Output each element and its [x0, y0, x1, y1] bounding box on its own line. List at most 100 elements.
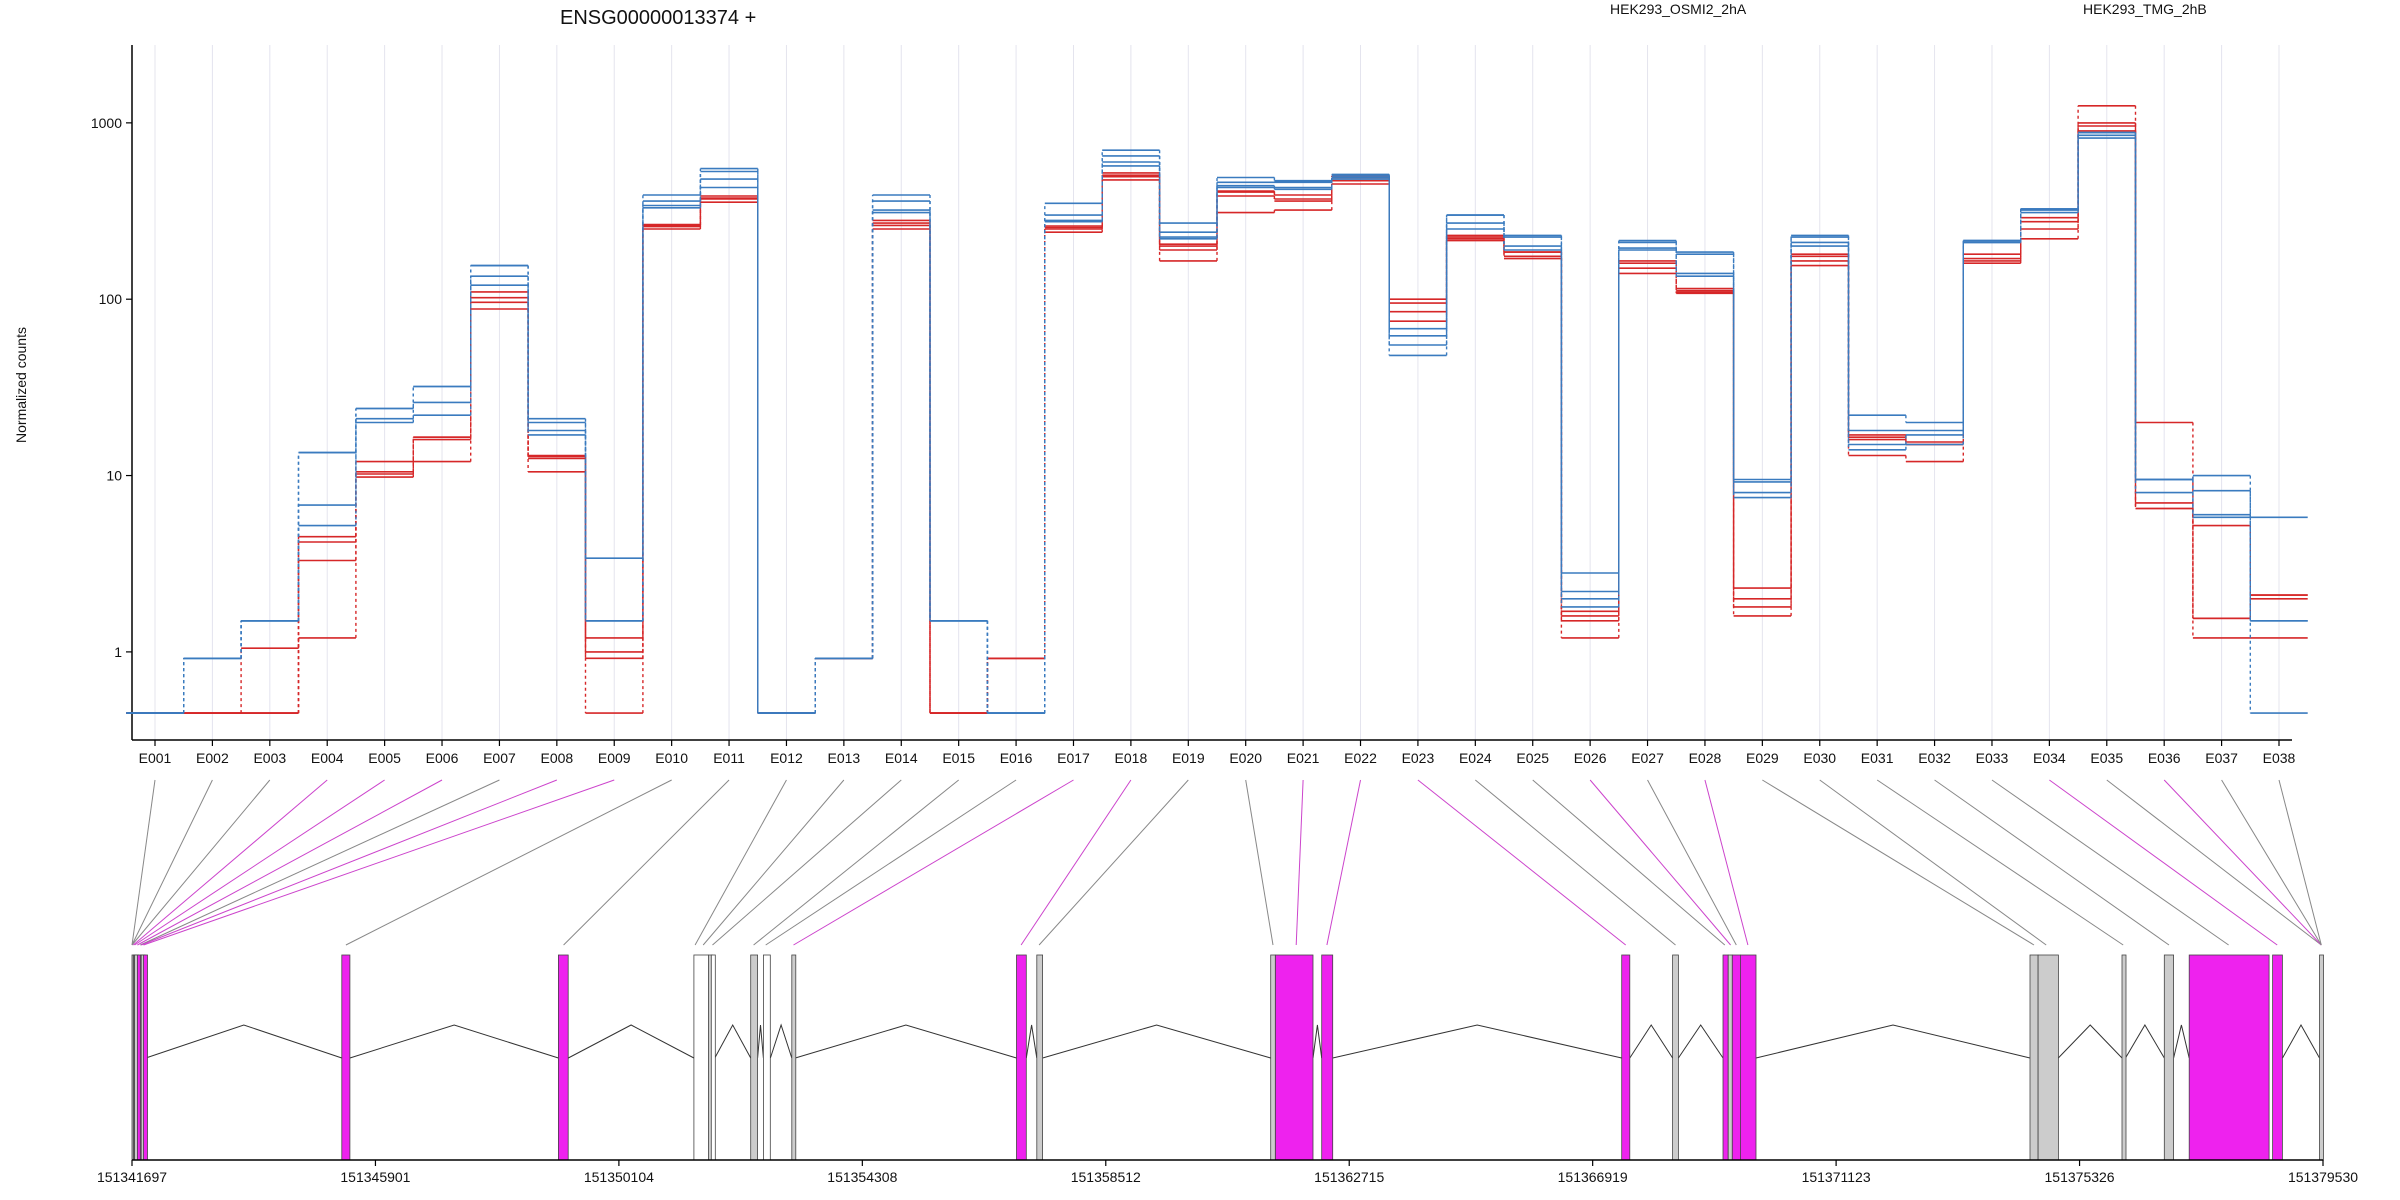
gene-exon	[791, 954, 797, 1161]
x-tick-label: E036	[2148, 750, 2181, 766]
x-tick-label: E026	[1574, 750, 1607, 766]
exon-connector	[1245, 779, 1274, 946]
coordinate-label: 151350104	[584, 1169, 654, 1185]
coordinate-label: 151341697	[97, 1169, 167, 1185]
x-tick-label: E008	[540, 750, 573, 766]
exon-connector	[1876, 779, 2124, 946]
exon-connector	[143, 779, 615, 946]
y-axis-label: Normalized counts	[13, 327, 29, 443]
intron-line	[1312, 1024, 1323, 1059]
exon-connector	[1475, 779, 1676, 946]
x-tick-label: E022	[1344, 750, 1377, 766]
x-tick-label: E024	[1459, 750, 1492, 766]
x-tick-label: E018	[1115, 750, 1148, 766]
intron-line	[795, 1024, 1017, 1059]
gene-exon	[1621, 954, 1631, 1161]
intron-line	[1677, 1024, 1724, 1059]
exon-connector	[753, 779, 959, 946]
exon-connector	[694, 779, 787, 946]
genomic-coordinate-axis: 151341697 151345901 151350104 151354308 1513…	[97, 1159, 2358, 1185]
x-tick-label: E028	[1689, 750, 1722, 766]
gene-exon	[558, 954, 569, 1161]
intron-line	[349, 1024, 559, 1059]
exon-connector	[1295, 779, 1304, 946]
legend-label-osmi: HEK293_OSMI2_2hA	[1610, 1, 1747, 17]
x-tick-label: E013	[828, 750, 861, 766]
x-tick-label: E012	[770, 750, 803, 766]
x-tick-label: E007	[483, 750, 516, 766]
exon-connector	[1991, 779, 2229, 946]
exon-connector	[702, 779, 845, 946]
exon-connector	[563, 779, 730, 946]
gene-exon	[143, 954, 148, 1161]
y-tick-label: 1	[114, 644, 122, 660]
gene-exon	[2272, 954, 2283, 1161]
y-axis: 1 10 100 1000	[91, 45, 133, 740]
coordinate-label: 151358512	[1071, 1169, 1141, 1185]
exon-connector	[1020, 779, 1132, 946]
x-tick-label: E009	[598, 750, 631, 766]
gene-exon	[1731, 954, 1741, 1161]
intron-line	[2282, 1023, 2320, 1059]
exon-connector	[1532, 779, 1726, 946]
x-tick-label: E023	[1402, 750, 1435, 766]
gene-exon	[2121, 954, 2127, 1161]
exon-connector	[132, 779, 328, 946]
x-tick-label: E033	[1976, 750, 2009, 766]
exon-connector	[1704, 779, 1749, 946]
x-tick-label: E011	[713, 750, 745, 766]
gene-exon	[341, 954, 351, 1161]
series-connector	[183, 132, 2251, 714]
x-tick-label: E016	[1000, 750, 1033, 766]
exon-connector	[1417, 779, 1627, 946]
x-tick-label: E015	[942, 750, 975, 766]
exon-connector	[2221, 779, 2322, 946]
exon-connector	[1934, 779, 2170, 946]
exon-connector	[2106, 779, 2322, 946]
coordinate-label: 151354308	[827, 1169, 897, 1185]
x-tick-label: E031	[1861, 750, 1894, 766]
exon-connector	[2278, 779, 2322, 946]
exon-connector	[131, 779, 213, 946]
exon-connector	[1589, 779, 1731, 946]
x-tick-label: E004	[311, 750, 344, 766]
exon-connectors	[131, 779, 2322, 946]
intron-line	[568, 1024, 695, 1059]
x-axis: E001 E002 E003 E004 E005 E006 E007 E008 E009 E010…	[132, 739, 2296, 766]
gene-model	[131, 954, 2324, 1161]
gene-exon	[2188, 954, 2270, 1161]
coordinate-label: 151345901	[340, 1169, 410, 1185]
x-tick-label: E034	[2033, 750, 2066, 766]
gene-exon	[1672, 954, 1679, 1161]
vertical-gridlines	[154, 45, 2280, 740]
gene-exon	[750, 954, 759, 1161]
exon-connector	[345, 779, 672, 946]
exon-connector	[1326, 779, 1362, 946]
exon-connector	[140, 779, 500, 946]
coordinate-label: 151371123	[1802, 1169, 1871, 1185]
coordinate-label: 151375326	[2045, 1169, 2115, 1185]
x-tick-label: E001	[139, 750, 172, 766]
y-tick-label: 1000	[91, 115, 122, 131]
intron-line	[2057, 1024, 2123, 1059]
coordinate-label: 151379530	[2288, 1169, 2358, 1185]
exon-connector	[712, 779, 902, 946]
gene-exon	[710, 954, 716, 1161]
exon-connector	[1762, 779, 2035, 946]
intron-line	[1755, 1024, 2031, 1059]
x-tick-label: E020	[1229, 750, 1262, 766]
x-tick-label: E010	[655, 750, 688, 766]
intron-line	[714, 1023, 752, 1059]
exon-connector	[793, 779, 1074, 946]
intron-line	[1025, 1024, 1038, 1059]
intron-line	[769, 1023, 793, 1059]
gene-exon	[693, 954, 709, 1161]
x-tick-label: E032	[1918, 750, 1951, 766]
coordinate-label: 151362715	[1314, 1169, 1384, 1185]
exon-connector	[1819, 779, 2047, 946]
gene-exon	[1740, 954, 1757, 1161]
y-tick-label: 10	[106, 468, 122, 484]
intron-line	[2173, 1024, 2190, 1059]
x-tick-label: E030	[1803, 750, 1836, 766]
